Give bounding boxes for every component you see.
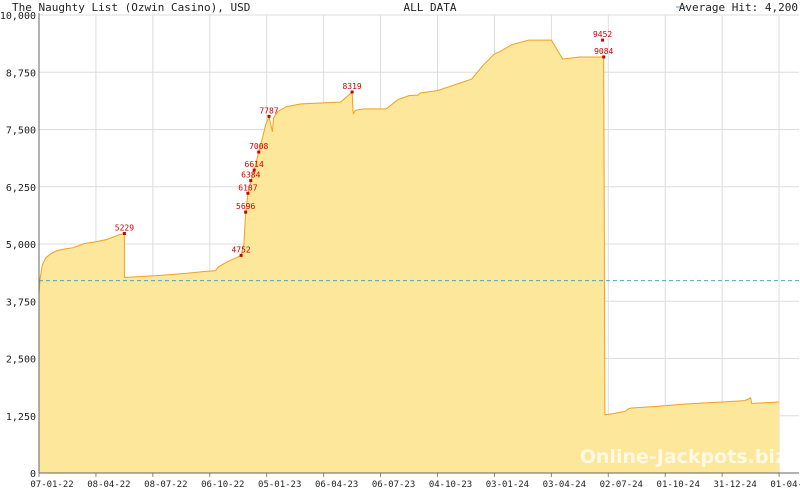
annotation-label: 9084	[594, 47, 613, 56]
y-tick-label: 10,000	[0, 11, 36, 22]
x-tick-label: 31-12-24	[713, 480, 756, 490]
annotation-marker	[350, 90, 354, 94]
annotation-label: 7787	[259, 106, 278, 115]
annotation-marker	[602, 55, 606, 59]
annotation-marker	[122, 232, 126, 236]
y-tick-label: 1,250	[6, 412, 36, 423]
annotation-label: 6107	[238, 183, 257, 192]
x-tick-label: 02-07-24	[600, 480, 643, 490]
x-tick-label: 06-04-23	[315, 480, 358, 490]
x-tick-label: 03-01-24	[486, 480, 529, 490]
x-tick-label: 03-04-24	[543, 480, 586, 490]
annotation-label: 6384	[241, 171, 260, 180]
x-tick-label: 08-07-22	[144, 480, 187, 490]
x-tick-label: 01-10-24	[657, 480, 700, 490]
x-tick-label: 04-10-23	[429, 480, 472, 490]
annotation-label: 7008	[249, 142, 268, 151]
annotation-label: 5229	[115, 224, 134, 233]
x-tick-label: 05-01-23	[258, 480, 301, 490]
annotation-marker	[601, 38, 605, 42]
annotation-label: 5696	[236, 202, 255, 211]
y-tick-label: 5,000	[6, 240, 36, 251]
axes: 0 1,250 2,500 3,750 5,000 6,250 7,500 8,750 10,0…	[0, 11, 800, 490]
x-tick-label: 08-04-22	[87, 480, 130, 490]
y-tick-label: 6,250	[6, 183, 36, 194]
watermark: Online-Jackpots.biz	[580, 446, 786, 468]
annotation-label: 6614	[245, 160, 264, 169]
data-area	[38, 39, 780, 473]
y-tick-label: 7,500	[6, 126, 36, 137]
range-label: ALL DATA	[404, 1, 457, 14]
x-tick-label: 01-04-25	[770, 480, 800, 490]
y-tick-label: 0	[30, 469, 36, 480]
annotation-label: 8319	[342, 82, 361, 91]
x-tick-label: 06-10-22	[201, 480, 244, 490]
annotation-marker	[249, 179, 253, 183]
x-tick-label: 07-01-22	[30, 480, 73, 490]
annotation-marker	[257, 150, 261, 154]
annotation-label: 4752	[231, 245, 250, 254]
annotation-marker	[244, 210, 248, 214]
annotation-marker	[239, 253, 243, 257]
annotation-marker	[267, 114, 271, 118]
annotation-marker	[246, 191, 250, 195]
annotation-marker	[252, 168, 256, 172]
annotation-label: 9452	[593, 30, 612, 39]
x-tick-label: 06-07-23	[372, 480, 415, 490]
chart-title: The Naughty List (Ozwin Casino), USD	[12, 1, 250, 14]
y-tick-label: 3,750	[6, 297, 36, 308]
y-tick-label: 8,750	[6, 68, 36, 79]
series-line	[38, 39, 780, 416]
average-legend-label: Average Hit: 4,200	[679, 1, 798, 14]
area-fill	[39, 40, 780, 473]
point-labels: 5229 4752 5696 6107 6384 6614 7008 7787 8319 9452…	[115, 30, 614, 257]
y-tick-label: 2,500	[6, 355, 36, 366]
